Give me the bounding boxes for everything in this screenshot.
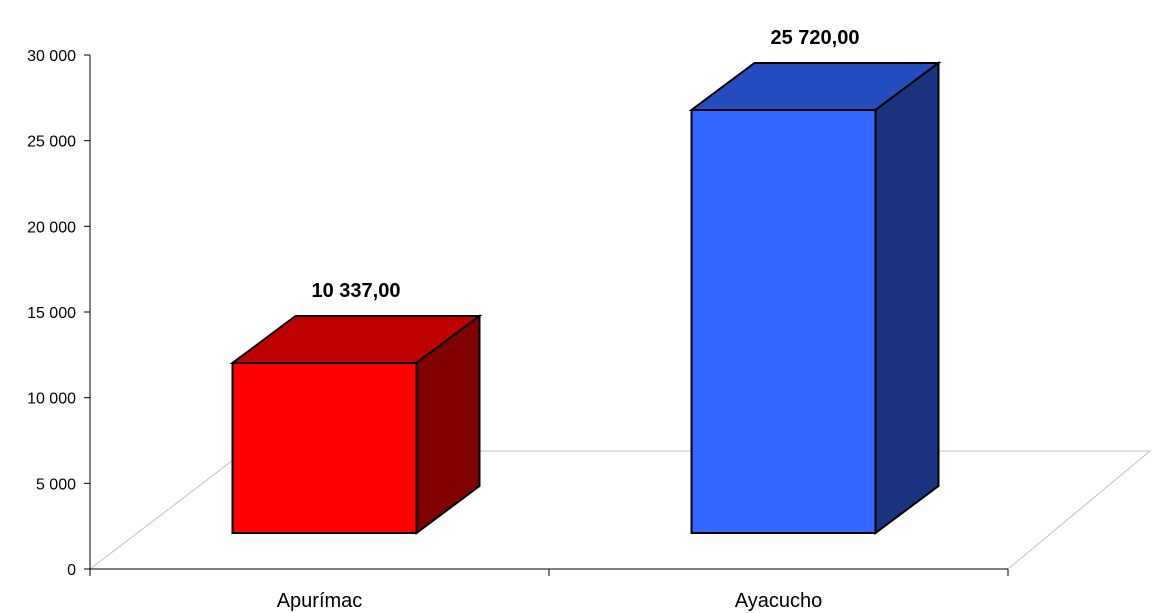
- y-tick-label: 5 000: [36, 476, 76, 493]
- labels: 10 337,00 Apurímac 25 720,00 Ayacucho: [277, 27, 860, 612]
- bar-ayacucho: [688, 60, 942, 535]
- bars: [229, 60, 942, 535]
- y-tick-label: 0: [67, 562, 76, 579]
- y-tick-label: 20 000: [27, 219, 76, 236]
- y-tick-label: 30 000: [27, 48, 76, 65]
- x-tick-label: Ayacucho: [735, 590, 822, 612]
- y-tick-label: 15 000: [27, 305, 76, 322]
- x-tick-label: Apurímac: [277, 590, 363, 612]
- bar-side: [415, 313, 481, 535]
- bar-front: [231, 361, 418, 534]
- bar-apurímac: [229, 313, 483, 535]
- y-tick-label: 10 000: [27, 391, 76, 408]
- axes: 0 5 000 10 000 15 000 20 000 25 000 30 000: [27, 48, 1009, 579]
- data-label: 10 337,00: [312, 280, 401, 302]
- data-label: 25 720,00: [771, 27, 860, 49]
- y-tick-label: 25 000: [27, 134, 76, 151]
- bar-front: [690, 108, 877, 535]
- bar-side: [874, 60, 940, 535]
